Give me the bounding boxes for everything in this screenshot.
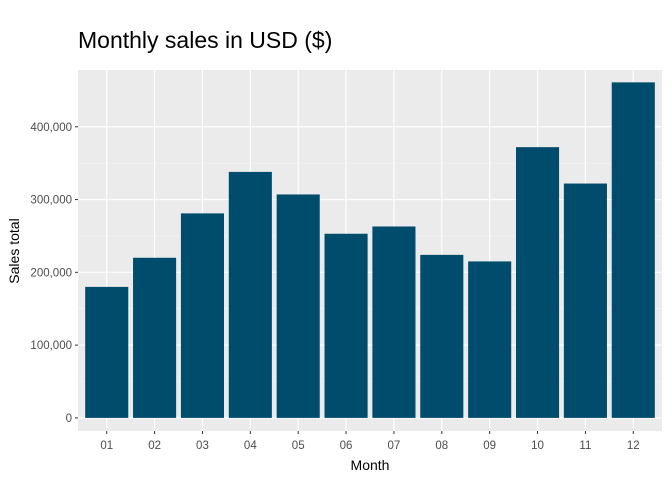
y-tick-label: 200,000 xyxy=(30,267,72,279)
chart-title: Monthly sales in USD ($) xyxy=(78,27,332,53)
x-tick-label: 09 xyxy=(483,440,496,452)
bars xyxy=(85,82,655,418)
y-tick-label: 300,000 xyxy=(30,195,72,207)
bar-12 xyxy=(611,82,655,418)
x-tick-label: 10 xyxy=(531,440,544,452)
y-tick-label: 400,000 xyxy=(30,122,72,134)
y-tick-label: 0 xyxy=(66,413,72,425)
x-tick-label: 06 xyxy=(340,440,353,452)
x-tick-label: 12 xyxy=(627,440,640,452)
bar-10 xyxy=(516,147,560,418)
x-tick-label: 11 xyxy=(579,440,591,452)
x-tick-label: 07 xyxy=(388,440,401,452)
bar-04 xyxy=(228,171,272,418)
x-tick-label: 04 xyxy=(244,440,257,452)
x-tick-label: 03 xyxy=(196,440,209,452)
x-tick-label: 05 xyxy=(292,440,305,452)
x-axis-ticks: 01 02 03 04 05 06 07 08 09 10 11 12 xyxy=(100,431,640,452)
bar-01 xyxy=(85,286,129,418)
y-axis-title: Sales total xyxy=(6,218,22,283)
bar-05 xyxy=(276,194,320,418)
x-tick-label: 08 xyxy=(435,440,448,452)
bar-06 xyxy=(324,233,368,418)
x-axis-title: Month xyxy=(351,457,390,473)
bar-11 xyxy=(563,183,607,418)
bar-02 xyxy=(133,257,177,418)
bar-09 xyxy=(468,261,512,418)
x-tick-label: 01 xyxy=(100,440,113,452)
y-tick-label: 100,000 xyxy=(30,340,72,352)
bar-08 xyxy=(420,254,464,418)
y-axis-ticks: 0 100,000 200,000 300,000 400,000 xyxy=(30,122,78,425)
bar-07 xyxy=(372,226,416,418)
x-tick-label: 02 xyxy=(148,440,161,452)
bar-03 xyxy=(180,213,224,418)
